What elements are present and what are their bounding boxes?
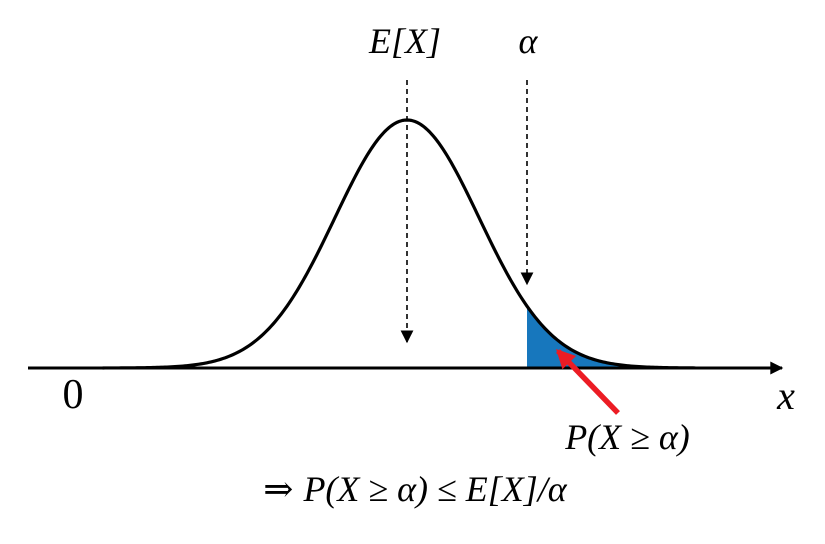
conclusion-formula: ⇒ P(X ≥ α) ≤ E[X]/α: [180, 469, 650, 510]
red-callout-arrow: [556, 348, 620, 415]
x-axis-label: x: [777, 373, 795, 418]
alpha-label: α: [518, 21, 538, 61]
density-curve: [101, 118, 697, 370]
implies-symbol: ⇒: [263, 469, 294, 509]
tail-probability-label: P(X ≥ α): [565, 417, 690, 457]
expectation-label: E[X]: [369, 21, 441, 61]
origin-label: 0: [62, 372, 84, 418]
formula-body: P(X ≥ α) ≤ E[X]/α: [303, 469, 567, 509]
